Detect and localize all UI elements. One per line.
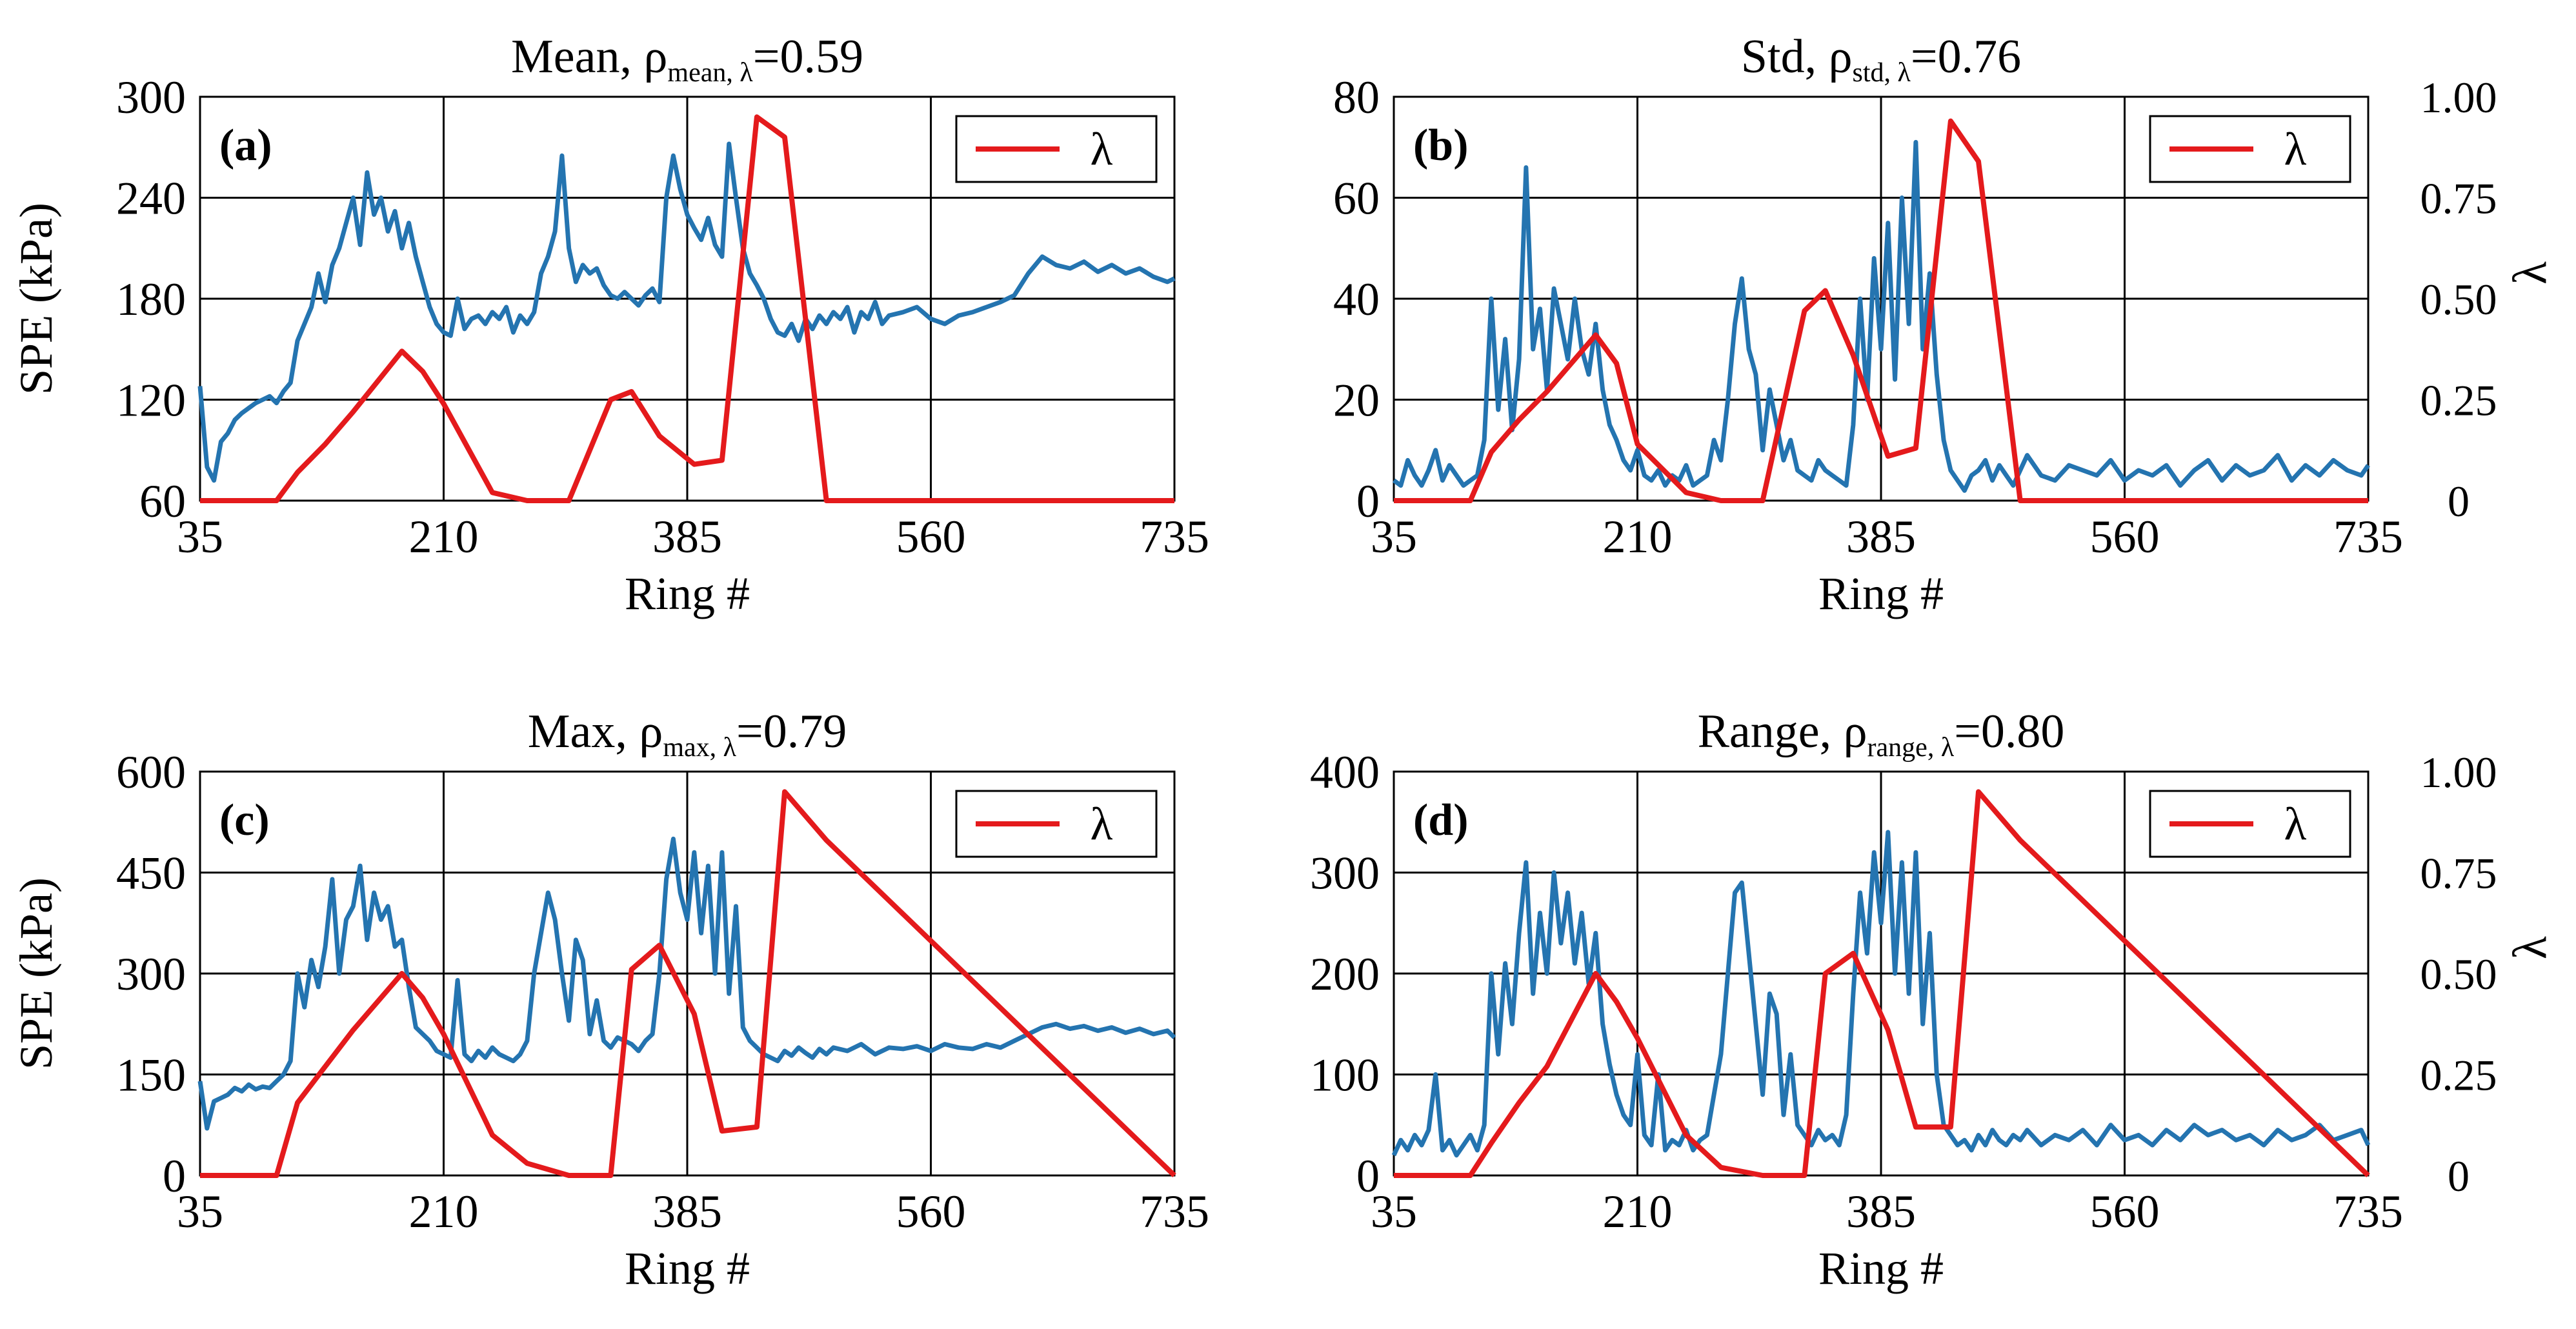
x-tick-label: 385 — [652, 1186, 722, 1237]
lambda-tick-label: 0.50 — [2420, 275, 2497, 324]
y-tick-label: 450 — [116, 848, 186, 899]
title-suffix: =0.80 — [1954, 705, 2064, 758]
title-prefix: Max, ρ — [528, 705, 663, 758]
y-tick-label: 120 — [116, 375, 186, 426]
series-line-spe — [197, 836, 1176, 1131]
x-axis-label: Ring # — [1818, 568, 1944, 619]
y-tick-label: 0 — [163, 1150, 186, 1202]
x-tick-label: 35 — [177, 511, 223, 563]
y-tick-label: 0 — [1356, 1150, 1380, 1202]
y-tick-label: 60 — [139, 475, 186, 527]
series-line-lambda — [200, 789, 1176, 1178]
legend-label: λ — [1091, 123, 1113, 175]
chart-panel-3: Max, ρmax, λ=0.79 35 210 385 560 735 Ring # 0 15… — [10, 705, 1209, 1294]
legend-label: λ — [1091, 798, 1113, 850]
x-tick-label: 560 — [896, 511, 966, 563]
x-tick-label: 35 — [177, 1186, 223, 1237]
x-tick-label: 35 — [1371, 511, 1417, 563]
title-subscript: std, λ — [1853, 58, 1911, 88]
title-prefix: Mean, ρ — [511, 30, 667, 83]
chart-panel-1: Mean, ρmean, λ=0.59 35 210 385 560 735 Ring # 6… — [10, 30, 1209, 619]
y-tick-label: 150 — [116, 1050, 186, 1101]
lambda-tick-label: 0.50 — [2420, 950, 2497, 999]
plot-frame — [199, 770, 1176, 1177]
x-tick-label: 210 — [1603, 1186, 1673, 1237]
y-tick-label: 600 — [116, 746, 186, 798]
y-tick-label: 240 — [116, 173, 186, 225]
chart-title: Range, ρrange, λ=0.80 — [1698, 705, 2065, 763]
lambda-tick-label: 0.25 — [2420, 1051, 2497, 1100]
chart-panel-2: Std, ρstd, λ=0.76 35 210 385 560 735 Ring # 0 20… — [1333, 30, 2557, 619]
title-subscript: mean, λ — [667, 58, 753, 88]
plot-frame — [1393, 95, 2370, 502]
x-tick-label: 210 — [1603, 511, 1673, 563]
y-tick-label: 20 — [1333, 375, 1380, 426]
x-tick-label: 385 — [1846, 1186, 1916, 1237]
title-suffix: =0.76 — [1911, 30, 2021, 83]
x-tick-label: 560 — [896, 1186, 966, 1237]
lambda-tick-label: 0 — [2448, 1152, 2470, 1201]
title-suffix: =0.79 — [736, 705, 847, 758]
panel-label: (b) — [1413, 121, 1469, 170]
y-tick-label: 180 — [116, 274, 186, 325]
x-tick-label: 385 — [1846, 511, 1916, 563]
y-tick-label: 100 — [1310, 1050, 1380, 1101]
chart-title: Std, ρstd, λ=0.76 — [1741, 30, 2021, 88]
plot-frame — [1393, 770, 2370, 1177]
legend-label: λ — [2284, 123, 2307, 175]
x-tick-label: 560 — [2090, 511, 2160, 563]
y-tick-label: 300 — [1310, 848, 1380, 899]
title-suffix: =0.59 — [753, 30, 863, 83]
x-tick-label: 210 — [409, 1186, 479, 1237]
x-tick-label: 35 — [1371, 1186, 1417, 1237]
y-tick-label: 0 — [1356, 475, 1380, 527]
series-line-spe — [197, 141, 1176, 483]
y-tick-label: 40 — [1333, 274, 1380, 325]
title-prefix: Std, ρ — [1741, 30, 1853, 83]
y-tick-label: 300 — [116, 72, 186, 123]
series-line-spe — [1391, 830, 2371, 1158]
y-tick-label: 400 — [1310, 746, 1380, 798]
lambda-tick-label: 0.75 — [2420, 174, 2497, 223]
lambda-tick-label: 1.00 — [2420, 748, 2497, 797]
y-tick-label: 60 — [1333, 173, 1380, 225]
legend-label: λ — [2284, 798, 2307, 850]
x-tick-label: 735 — [1140, 1186, 1209, 1237]
x-tick-label: 560 — [2090, 1186, 2160, 1237]
y-tick-label: 300 — [116, 948, 186, 1000]
title-prefix: Range, ρ — [1698, 705, 1867, 758]
chart-title: Max, ρmax, λ=0.79 — [528, 705, 847, 763]
plot-frame — [199, 95, 1176, 502]
x-tick-label: 210 — [409, 511, 479, 563]
lambda-tick-label: 0.25 — [2420, 376, 2497, 425]
lambda-axis-label: λ — [2504, 261, 2557, 285]
x-axis-label: Ring # — [625, 568, 750, 619]
y-tick-label: 200 — [1310, 948, 1380, 1000]
title-subscript: range, λ — [1867, 733, 1955, 763]
series-line-spe — [1392, 139, 2370, 493]
title-subscript: max, λ — [663, 733, 736, 763]
panel-label: (d) — [1413, 795, 1469, 845]
y-tick-label: 80 — [1333, 72, 1380, 123]
chart-title: Mean, ρmean, λ=0.59 — [511, 30, 863, 88]
panel-label: (a) — [219, 121, 272, 170]
x-tick-label: 735 — [2333, 511, 2403, 563]
lambda-tick-label: 1.00 — [2420, 73, 2497, 122]
series-line-lambda — [1394, 118, 2368, 503]
x-axis-label: Ring # — [1818, 1243, 1944, 1294]
x-tick-label: 385 — [652, 511, 722, 563]
x-axis-label: Ring # — [625, 1243, 750, 1294]
series-line-lambda — [1394, 789, 2370, 1178]
x-tick-label: 735 — [2333, 1186, 2403, 1237]
series-line-lambda — [200, 114, 1174, 503]
y-axis-label: SPE (kPa) — [10, 877, 62, 1070]
chart-panel-4: Range, ρrange, λ=0.80 35 210 385 560 735 Ring … — [1310, 705, 2557, 1294]
lambda-tick-label: 0 — [2448, 477, 2470, 526]
panel-label: (c) — [219, 795, 270, 845]
lambda-axis-label: λ — [2504, 936, 2557, 959]
lambda-tick-label: 0.75 — [2420, 849, 2497, 898]
x-tick-label: 735 — [1140, 511, 1209, 563]
y-axis-label: SPE (kPa) — [10, 203, 62, 395]
